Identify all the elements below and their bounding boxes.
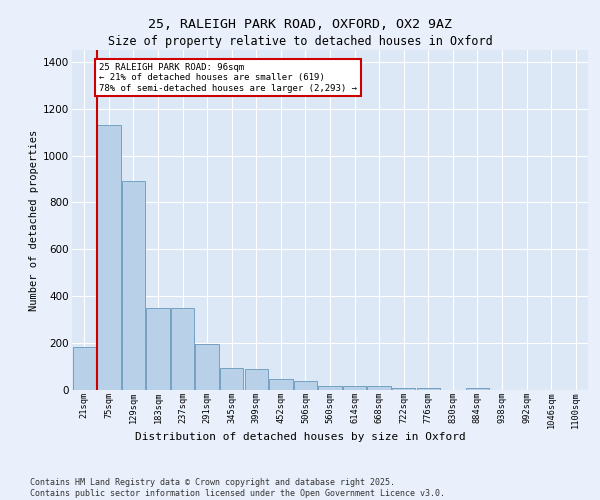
Text: 25, RALEIGH PARK ROAD, OXFORD, OX2 9AZ: 25, RALEIGH PARK ROAD, OXFORD, OX2 9AZ — [148, 18, 452, 30]
Bar — [343, 386, 366, 390]
Bar — [367, 386, 391, 390]
Bar — [294, 380, 317, 390]
Bar — [171, 308, 194, 390]
Text: Contains HM Land Registry data © Crown copyright and database right 2025.
Contai: Contains HM Land Registry data © Crown c… — [30, 478, 445, 498]
Bar — [466, 388, 489, 390]
Bar — [220, 368, 244, 390]
Bar — [245, 369, 268, 390]
Y-axis label: Number of detached properties: Number of detached properties — [29, 130, 39, 310]
Bar — [73, 346, 96, 390]
Bar — [319, 386, 341, 390]
Bar — [122, 182, 145, 390]
Bar — [196, 344, 219, 390]
Text: Size of property relative to detached houses in Oxford: Size of property relative to detached ho… — [107, 35, 493, 48]
Text: Distribution of detached houses by size in Oxford: Distribution of detached houses by size … — [134, 432, 466, 442]
Bar — [416, 388, 440, 390]
Bar — [392, 388, 415, 390]
Bar — [269, 380, 293, 390]
Bar — [97, 125, 121, 390]
Text: 25 RALEIGH PARK ROAD: 96sqm
← 21% of detached houses are smaller (619)
78% of se: 25 RALEIGH PARK ROAD: 96sqm ← 21% of det… — [99, 63, 357, 92]
Bar — [146, 308, 170, 390]
